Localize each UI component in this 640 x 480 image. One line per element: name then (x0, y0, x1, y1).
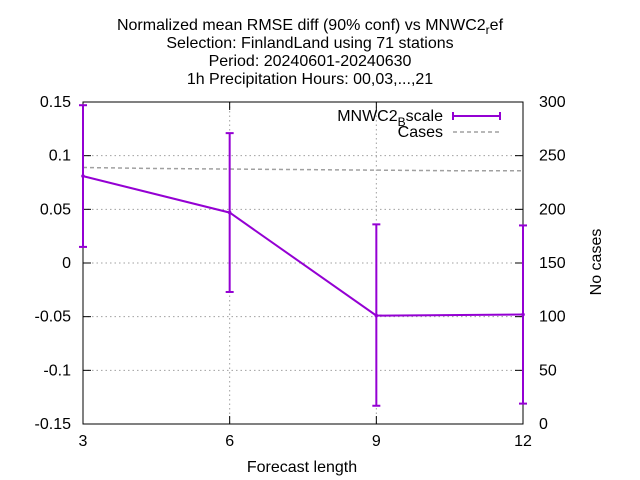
x-tick-label: 3 (79, 433, 88, 450)
y-tick-label: 0 (62, 255, 71, 272)
x-tick-label: 12 (514, 433, 532, 450)
y2-tick-label: 300 (539, 94, 566, 111)
cases-line (82, 166, 523, 172)
grid (83, 102, 523, 424)
y-tick-label: -0.15 (35, 416, 72, 433)
x-axis-label: Forecast length (247, 459, 357, 476)
y-tick-label: 0.15 (40, 94, 71, 111)
series-layer (79, 104, 527, 407)
legend-label-mnwc2-bscale: MNWC2Bscale (337, 108, 443, 129)
data-point (81, 174, 85, 178)
y-tick-label: -0.05 (35, 309, 72, 326)
chart-title: Normalized mean RMSE diff (90% conf) vs … (117, 17, 504, 88)
y2-tick-label: 250 (539, 148, 566, 165)
title-line-3: Period: 20240601-20240630 (209, 53, 412, 70)
legend-label-cases: Cases (398, 124, 443, 141)
y-tick-label: 0.1 (49, 148, 71, 165)
y-tick-label: -0.1 (43, 362, 71, 379)
axes: 0.15 0.1 0.05 0 -0.05 -0.1 -0.15 300 250 200 150 10… (35, 94, 566, 450)
y-tick-label: 0.05 (40, 201, 71, 218)
title-line-2: Selection: FinlandLand using 71 stations (166, 35, 453, 52)
mnwc2-bscale-line (82, 175, 524, 317)
y2-tick-label: 100 (539, 309, 566, 326)
x-tick-label: 6 (225, 433, 234, 450)
y2-axis-label: No cases (588, 229, 605, 296)
title-line-1: Normalized mean RMSE diff (90% conf) vs … (117, 17, 504, 37)
data-point (374, 313, 379, 318)
y2-tick-label: 200 (539, 201, 566, 218)
y2-tick-label: 0 (539, 416, 548, 433)
data-point (521, 312, 525, 317)
data-point (227, 210, 232, 215)
y2-tick-label: 50 (539, 362, 557, 379)
x-tick-label: 9 (372, 433, 381, 450)
y2-tick-label: 150 (539, 255, 566, 272)
title-line-4: 1h Precipitation Hours: 00,03,...,21 (187, 71, 433, 88)
